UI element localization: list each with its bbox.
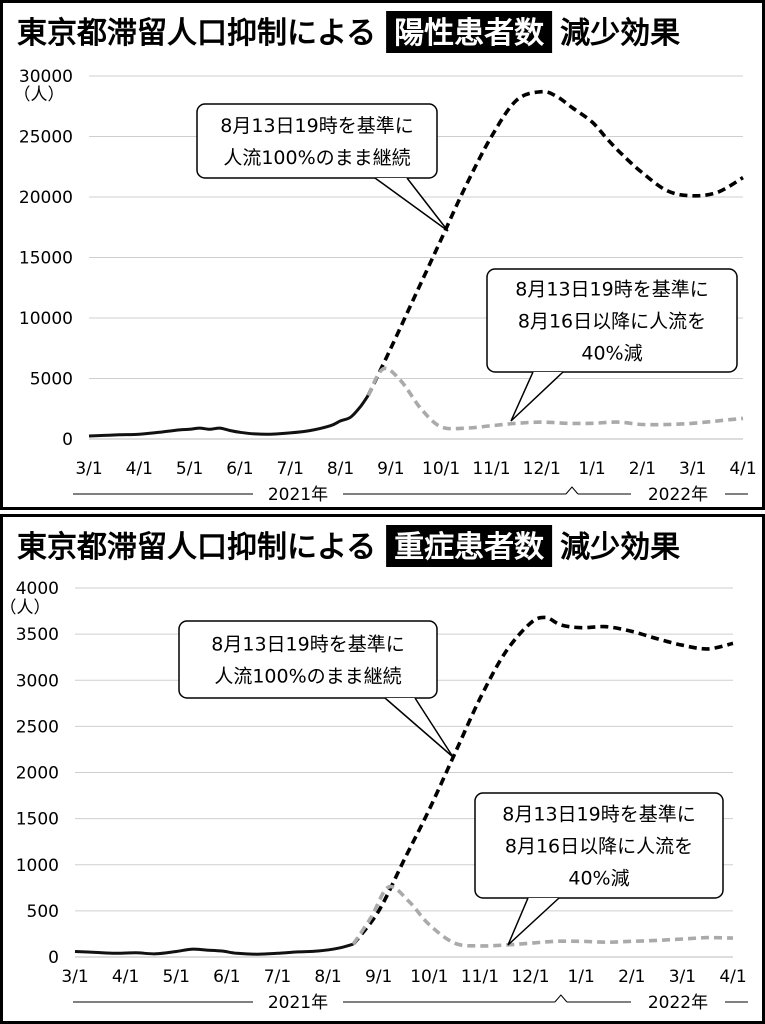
y-tick-label: 4000 xyxy=(16,579,59,599)
callout-pointer xyxy=(374,177,449,232)
y-tick-label: 0 xyxy=(48,948,59,968)
callout-box xyxy=(196,103,438,179)
y-tick-label: 10000 xyxy=(19,309,73,329)
x-tick-label: 7/1 xyxy=(264,967,291,987)
callout-text: 8月13日19時を基準に xyxy=(220,115,413,137)
callout-pointer xyxy=(507,897,560,946)
chart-title-highlight: 重症患者数 xyxy=(394,530,545,565)
x-tick-label: 4/1 xyxy=(112,967,139,987)
x-tick-label: 12/1 xyxy=(523,459,561,479)
y-tick-label: 5000 xyxy=(30,370,73,390)
x-tick-label: 1/1 xyxy=(578,459,605,479)
x-tick-label: 3/1 xyxy=(75,459,102,479)
y-tick-label: 3000 xyxy=(16,671,59,691)
x-tick-label: 10/1 xyxy=(410,967,448,987)
callout-text: 40%減 xyxy=(568,868,629,890)
x-tick-label: 8/1 xyxy=(327,459,354,479)
year-label-2021: 2021年 xyxy=(268,993,328,1013)
y-axis-unit: （人） xyxy=(3,598,51,618)
callout-text: 人流100%のまま継続 xyxy=(223,147,410,169)
x-tick-label: 5/1 xyxy=(176,459,203,479)
callout-text: 8月16日以降に人流を xyxy=(518,311,706,333)
y-tick-label: 30000 xyxy=(19,67,73,87)
callout-pointer xyxy=(384,697,454,758)
y-tick-label: 3500 xyxy=(16,625,59,645)
chart-title-suffix: 減少効果 xyxy=(560,530,680,565)
x-tick-label: 6/1 xyxy=(213,967,240,987)
callout-text: 人流100%のまま継続 xyxy=(214,666,401,688)
x-tick-label: 3/1 xyxy=(679,459,706,479)
chart-title: 東京都滞留人口抑制による xyxy=(17,530,376,565)
x-tick-label: 4/1 xyxy=(126,459,153,479)
callout-box xyxy=(474,792,724,899)
x-tick-label: 11/1 xyxy=(461,967,499,987)
actual-line xyxy=(74,942,354,956)
x-tick-label: 2/1 xyxy=(629,459,656,479)
chart-title-suffix: 減少効果 xyxy=(560,16,680,51)
y-tick-label: 1000 xyxy=(16,856,59,876)
x-tick-label: 4/1 xyxy=(729,459,756,479)
year-label-2022: 2022年 xyxy=(648,485,708,505)
x-tick-label: 3/1 xyxy=(61,967,88,987)
callout-text: 8月13日19時を基準に xyxy=(502,804,695,826)
y-tick-label: 20000 xyxy=(19,188,73,208)
x-tick-label: 6/1 xyxy=(226,459,253,479)
year-divider xyxy=(565,486,579,495)
callout-text: 8月13日19時を基準に xyxy=(515,279,708,301)
y-tick-label: 25000 xyxy=(19,128,73,148)
chart-title: 東京都滞留人口抑制による xyxy=(17,16,376,51)
severe-cases-panel: 東京都滞留人口抑制による 重症患者数 減少効果 0 500 1000 1500 2000 250… xyxy=(0,514,765,1024)
x-tick-label: 4/1 xyxy=(719,967,746,987)
y-axis-unit: （人） xyxy=(14,85,65,105)
y-tick-label: 15000 xyxy=(19,249,73,269)
callout-text: 40%減 xyxy=(581,343,642,365)
y-tick-label: 2500 xyxy=(16,717,59,737)
callout-pointer xyxy=(510,371,564,422)
positive-cases-panel: 東京都滞留人口抑制による 陽性患者数 減少効果 0 5000 10000 15000 2000… xyxy=(0,0,765,510)
projection-reduced-line xyxy=(351,884,734,948)
y-tick-label: 0 xyxy=(62,430,73,450)
callout-box xyxy=(486,268,738,373)
callout-text: 8月16日以降に人流を xyxy=(505,836,693,858)
x-tick-label: 9/1 xyxy=(377,459,404,479)
year-label-2021: 2021年 xyxy=(268,485,328,505)
x-tick-label: 11/1 xyxy=(472,459,510,479)
year-label-2022: 2022年 xyxy=(648,993,708,1013)
positive-cases-chart: 東京都滞留人口抑制による 陽性患者数 減少効果 0 5000 10000 15000 2000… xyxy=(14,11,757,505)
actual-line xyxy=(88,394,370,438)
x-tick-label: 5/1 xyxy=(163,967,190,987)
y-tick-label: 1500 xyxy=(16,810,59,830)
callout-box xyxy=(178,620,438,699)
projection-continue-line xyxy=(366,89,744,397)
x-tick-label: 10/1 xyxy=(422,459,460,479)
chart-title-highlight-box xyxy=(386,11,553,53)
x-tick-label: 1/1 xyxy=(567,967,594,987)
projection-continue-line xyxy=(351,615,734,946)
year-divider xyxy=(554,994,568,1003)
callout-text: 8月13日19時を基準に xyxy=(211,634,404,656)
x-tick-label: 8/1 xyxy=(314,967,341,987)
x-tick-label: 9/1 xyxy=(365,967,392,987)
y-tick-label: 500 xyxy=(27,902,59,922)
x-tick-label: 7/1 xyxy=(277,459,304,479)
y-tick-label: 2000 xyxy=(16,764,59,784)
x-tick-label: 12/1 xyxy=(511,967,549,987)
x-tick-label: 3/1 xyxy=(669,967,696,987)
chart-title-highlight-box xyxy=(386,525,553,567)
severe-cases-chart: 東京都滞留人口抑制による 重症患者数 減少効果 0 500 1000 1500 2000 250… xyxy=(3,525,748,1013)
chart-title-highlight: 陽性患者数 xyxy=(394,16,545,51)
x-tick-label: 2/1 xyxy=(618,967,645,987)
